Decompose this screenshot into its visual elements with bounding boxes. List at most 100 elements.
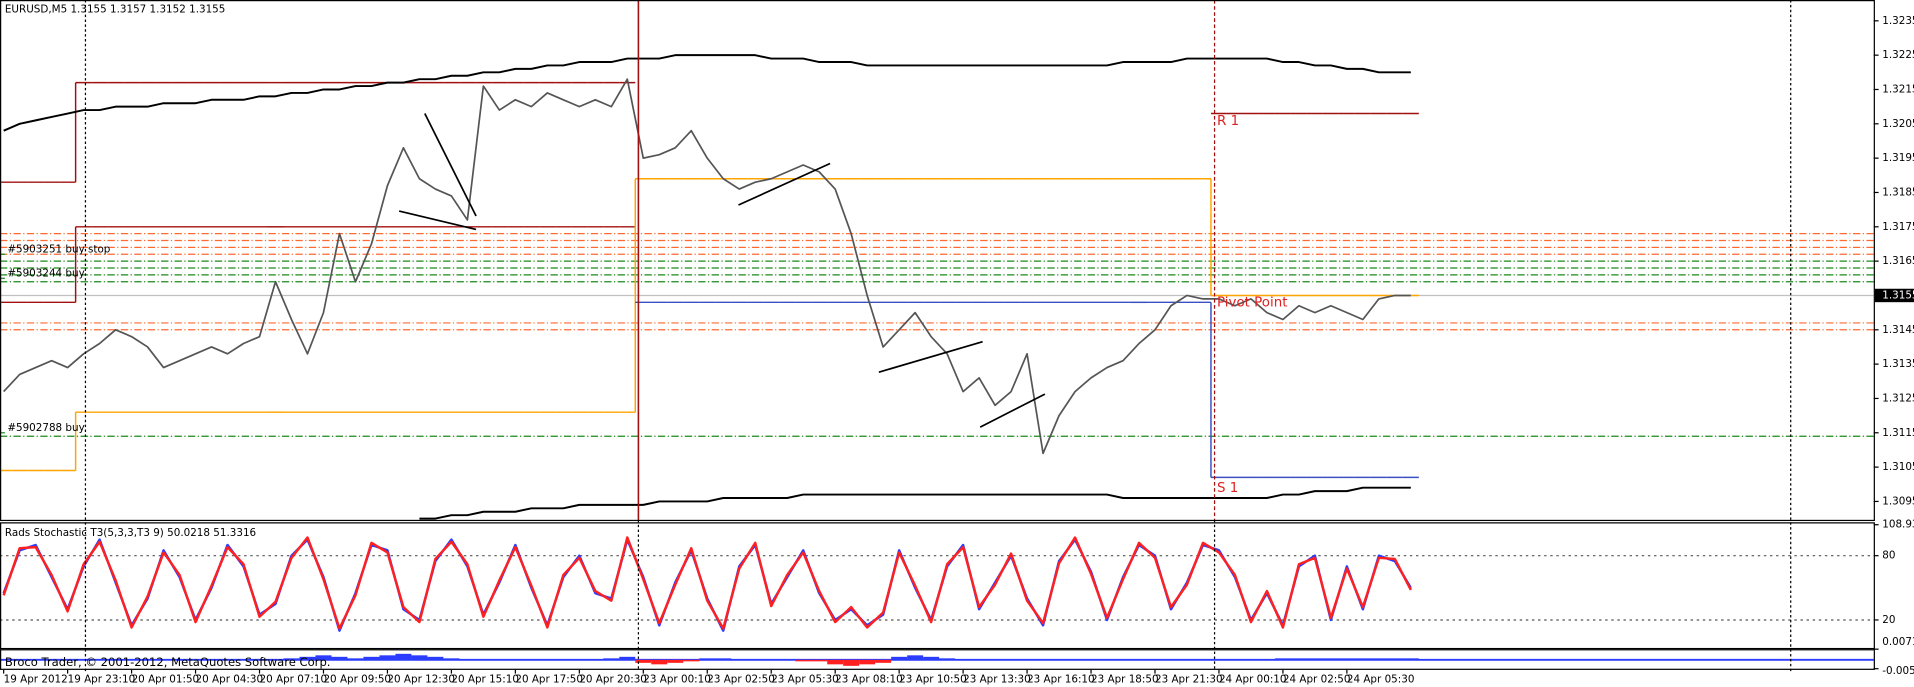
y-tick-label: -0.0059 <box>1882 665 1914 677</box>
series-line <box>3 54 1411 132</box>
histogram-bar <box>811 659 828 662</box>
x-tick-label: 20 Apr 17:50 <box>515 674 583 686</box>
y-tick-label: 1.3225 <box>1882 49 1914 61</box>
x-tick-label: 20 Apr 12:30 <box>387 674 455 686</box>
x-tick-label: 23 Apr 05:30 <box>771 674 839 686</box>
copyright: Broco Trader, © 2001-2012, MetaQuotes So… <box>5 655 331 669</box>
y-tick-label: 1.3105 <box>1882 461 1914 473</box>
y-tick-label: 20 <box>1882 614 1895 626</box>
y-tick-label: 1.3195 <box>1882 152 1914 164</box>
y-tick-label: 0.0071 <box>1882 636 1914 648</box>
histogram-bar <box>923 656 940 660</box>
indicator-title: Rads Stochastic T3(5,3,3,T3 9) 50.0218 5… <box>5 527 256 539</box>
histogram-bar <box>699 658 716 660</box>
histogram-bar <box>1322 658 1339 660</box>
x-tick-label: 24 Apr 02:50 <box>1283 674 1351 686</box>
x-tick-label: 20 Apr 15:10 <box>451 674 519 686</box>
x-tick-label: 19 Apr 23:10 <box>68 674 136 686</box>
y-tick-label: 1.3165 <box>1882 255 1914 267</box>
y-tick-label: 1.3175 <box>1882 221 1914 233</box>
histogram-bar <box>1274 658 1291 660</box>
x-tick-label: 19 Apr 2012 <box>4 674 68 686</box>
histogram-bar <box>315 655 332 660</box>
histogram-bar <box>1386 658 1403 660</box>
y-tick-label: 80 <box>1882 550 1895 562</box>
series-line <box>3 78 1411 455</box>
y-tick-label: 1.3215 <box>1882 83 1914 95</box>
histogram-bar <box>859 659 876 665</box>
histogram-bar <box>411 655 428 660</box>
x-tick-label: 24 Apr 00:10 <box>1219 674 1287 686</box>
trendline <box>398 210 477 231</box>
series-line <box>2 536 1412 630</box>
histogram-bar <box>1306 658 1323 660</box>
histogram-bar <box>907 655 924 660</box>
y-tick-label: 1.3135 <box>1882 358 1914 370</box>
y-tick-label: 1.3235 <box>1882 15 1914 27</box>
histogram-bar <box>667 659 684 663</box>
text-layer: EURUSD,M5 1.3155 1.3157 1.3152 1.3155 Br… <box>4 4 1914 686</box>
histogram-bar <box>891 656 908 660</box>
histogram-bar <box>875 659 892 663</box>
histogram-panel <box>0 649 1875 670</box>
histogram-bar <box>283 658 300 660</box>
pivot-label: R 1 <box>1217 114 1239 129</box>
order-label: #5903251 buy stop <box>7 243 110 255</box>
x-tick-label: 23 Apr 00:10 <box>643 674 711 686</box>
x-tick-label: 23 Apr 08:10 <box>835 674 903 686</box>
trendline <box>424 113 477 217</box>
trendline <box>878 340 983 373</box>
histogram-bar <box>427 656 444 660</box>
histogram-bar <box>939 658 956 660</box>
frames <box>0 0 1875 670</box>
x-tick-label: 23 Apr 13:30 <box>963 674 1031 686</box>
histogram-bar <box>1290 658 1307 660</box>
y-tick-label: 1.3205 <box>1882 118 1914 130</box>
x-tick-label: 20 Apr 20:30 <box>579 674 647 686</box>
data-layer <box>0 54 1874 666</box>
last-price-box <box>1874 288 1914 303</box>
histogram-bar <box>347 658 364 660</box>
histogram-bar <box>1370 658 1387 660</box>
separators <box>84 0 1792 672</box>
histogram-bar <box>363 656 380 660</box>
histogram-bar <box>715 658 732 660</box>
x-tick-label: 23 Apr 10:50 <box>899 674 967 686</box>
histogram-bar <box>395 653 412 660</box>
x-tick-label: 23 Apr 16:10 <box>1027 674 1095 686</box>
pivot-label: Pivot Point <box>1217 296 1287 311</box>
order-label: #5902788 buy <box>7 422 84 434</box>
pivot-label: S 1 <box>1217 481 1238 496</box>
y-tick-label: 1.3185 <box>1882 186 1914 198</box>
symbol-header: EURUSD,M5 1.3155 1.3157 1.3152 1.3155 <box>5 4 225 16</box>
grid-layer <box>0 20 1879 674</box>
histogram-bar <box>843 659 860 666</box>
main-panel <box>0 0 1875 522</box>
histogram-bar <box>1402 658 1419 660</box>
y-tick-label: 1.3115 <box>1882 427 1914 439</box>
stochastic-panel <box>0 522 1875 650</box>
trendline <box>979 393 1046 428</box>
x-tick-label: 23 Apr 18:50 <box>1091 674 1159 686</box>
histogram-bar <box>1354 658 1371 660</box>
x-tick-label: 20 Apr 07:10 <box>260 674 328 686</box>
histogram-bar <box>683 659 700 662</box>
trendline <box>738 162 831 206</box>
last-price-label: 1.3155 <box>1882 289 1914 301</box>
histogram-bar <box>299 656 316 660</box>
histogram-bar <box>603 658 620 660</box>
histogram-bar <box>651 659 668 665</box>
x-tick-label: 20 Apr 09:50 <box>323 674 391 686</box>
y-tick-label: 1.3095 <box>1882 495 1914 507</box>
y-tick-label: 108.932 <box>1882 519 1914 531</box>
y-tick-label: 1.3145 <box>1882 324 1914 336</box>
histogram-bar <box>619 656 636 660</box>
x-tick-label: 24 Apr 05:30 <box>1347 674 1415 686</box>
histogram-bar <box>443 658 460 660</box>
x-tick-label: 20 Apr 04:30 <box>196 674 264 686</box>
histogram-bar <box>1338 658 1355 660</box>
histogram-bar <box>379 655 396 660</box>
trendlines <box>398 113 1046 428</box>
